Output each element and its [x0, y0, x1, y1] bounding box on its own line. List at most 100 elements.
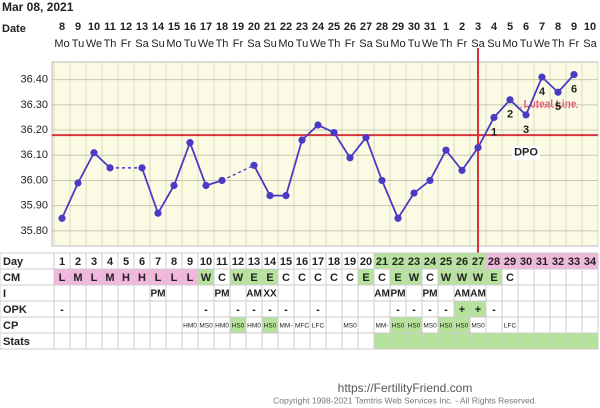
gap-connectors [110, 164, 255, 182]
temperature-point [330, 128, 338, 137]
table-cell [533, 284, 551, 302]
date-label: 28 [376, 21, 388, 33]
weekday-label: Sa [583, 38, 597, 50]
table-cell [565, 332, 583, 350]
table-cell [325, 332, 343, 350]
table-cell-text: 26 [456, 256, 468, 268]
table-cell [357, 316, 375, 334]
table-cell-text: 24 [424, 256, 437, 268]
row-label: Day [3, 256, 24, 268]
table-cell [501, 300, 519, 318]
table-cell [549, 316, 567, 334]
table-cell-text: H [138, 272, 146, 284]
table-cell [517, 300, 535, 318]
table-cell [437, 332, 455, 350]
date-label: 26 [344, 21, 356, 33]
weekday-label: We [422, 38, 438, 50]
y-tick-label: 36.30 [20, 99, 48, 111]
table-cell-text: E [266, 272, 273, 284]
dpo-box [512, 145, 540, 160]
weekday-label: Tu [72, 38, 84, 50]
table-cell-text: 12 [232, 256, 244, 268]
table-cell-text: W [457, 272, 468, 284]
table-cell-text: - [60, 304, 64, 316]
weekday-label: Su [487, 38, 500, 50]
temperature-point [282, 191, 290, 200]
table-cell [293, 284, 311, 302]
weekday-label: Su [375, 38, 388, 50]
table-cell-text: MM- [280, 323, 293, 330]
table-cell [69, 316, 87, 334]
date-label: 4 [491, 21, 498, 33]
table-cell [549, 268, 567, 286]
table-cell [485, 316, 503, 334]
table-cell-text: - [316, 304, 320, 316]
table-cell [565, 316, 583, 334]
y-tick-label: 36.00 [20, 174, 48, 186]
weekday-label: Mo [54, 38, 69, 50]
table-cell [117, 332, 135, 350]
table-cell [117, 300, 135, 318]
temperature-point [314, 121, 322, 129]
weekday-label: Sa [247, 38, 261, 50]
table-cell [261, 332, 279, 350]
date-label: 12 [120, 21, 132, 33]
table-cell [469, 332, 487, 350]
temperature-point [426, 176, 434, 185]
date-label: 24 [312, 21, 325, 33]
table-cell [421, 332, 439, 350]
table-cell [101, 300, 119, 318]
row-label-cell [0, 284, 55, 302]
temperature-point [202, 181, 210, 190]
weekday-label: Fr [121, 38, 132, 50]
table-cell-text: 22 [392, 256, 404, 268]
date-label: 29 [392, 21, 404, 33]
table-cell-text: MS0 [471, 323, 485, 330]
table-cell-text: - [396, 304, 400, 316]
table-cell [581, 268, 599, 286]
temperature-point [298, 136, 306, 144]
plot-background [51, 61, 599, 247]
temperature-point [394, 214, 402, 222]
weekday-label: Mo [502, 38, 517, 50]
table-cell-text: PM [423, 289, 438, 300]
temperature-point [506, 96, 514, 104]
date-label: 16 [184, 21, 196, 33]
table-cell [277, 332, 295, 350]
table-cell-text: 31 [536, 256, 548, 268]
table-cell [581, 316, 599, 334]
table-cell [117, 316, 135, 334]
footer-url[interactable]: https://FertilityFriend.com [338, 381, 473, 395]
temperature-point [218, 176, 226, 185]
table-cell-text: C [314, 272, 322, 284]
dpo-number: 3 [523, 124, 529, 136]
table-cell-text: 32 [552, 256, 564, 268]
table-cell-text: 9 [187, 256, 193, 268]
dpo-number: 5 [555, 101, 561, 113]
table-cell [357, 284, 375, 302]
y-tick-label: 36.20 [20, 124, 48, 136]
row-label: CP [3, 320, 18, 332]
footer-copyright: Copyright 1998-2021 Tamtris Web Services… [273, 395, 537, 405]
table-cell-text: PM [215, 289, 230, 300]
weekday-label: Su [151, 38, 164, 50]
table-cell [325, 284, 343, 302]
date-label: 13 [136, 21, 148, 33]
table-cell-text: HS0 [456, 323, 469, 330]
table-cell [133, 300, 151, 318]
table-cell [565, 268, 583, 286]
temperature-point [106, 164, 114, 172]
table-cell-text: L [187, 272, 194, 284]
weekday-label: Th [216, 38, 229, 50]
table-cell [213, 332, 231, 350]
temperature-point [266, 191, 274, 200]
table-cell [405, 332, 423, 350]
temperature-point [346, 154, 354, 162]
weekday-label: Th [552, 38, 565, 50]
table-cell-text: AM [454, 289, 470, 300]
table-cell [517, 332, 535, 350]
table-cell [533, 268, 551, 286]
temperature-point [458, 166, 466, 174]
plot-area [51, 61, 599, 247]
table-cell-text: 21 [376, 256, 388, 268]
